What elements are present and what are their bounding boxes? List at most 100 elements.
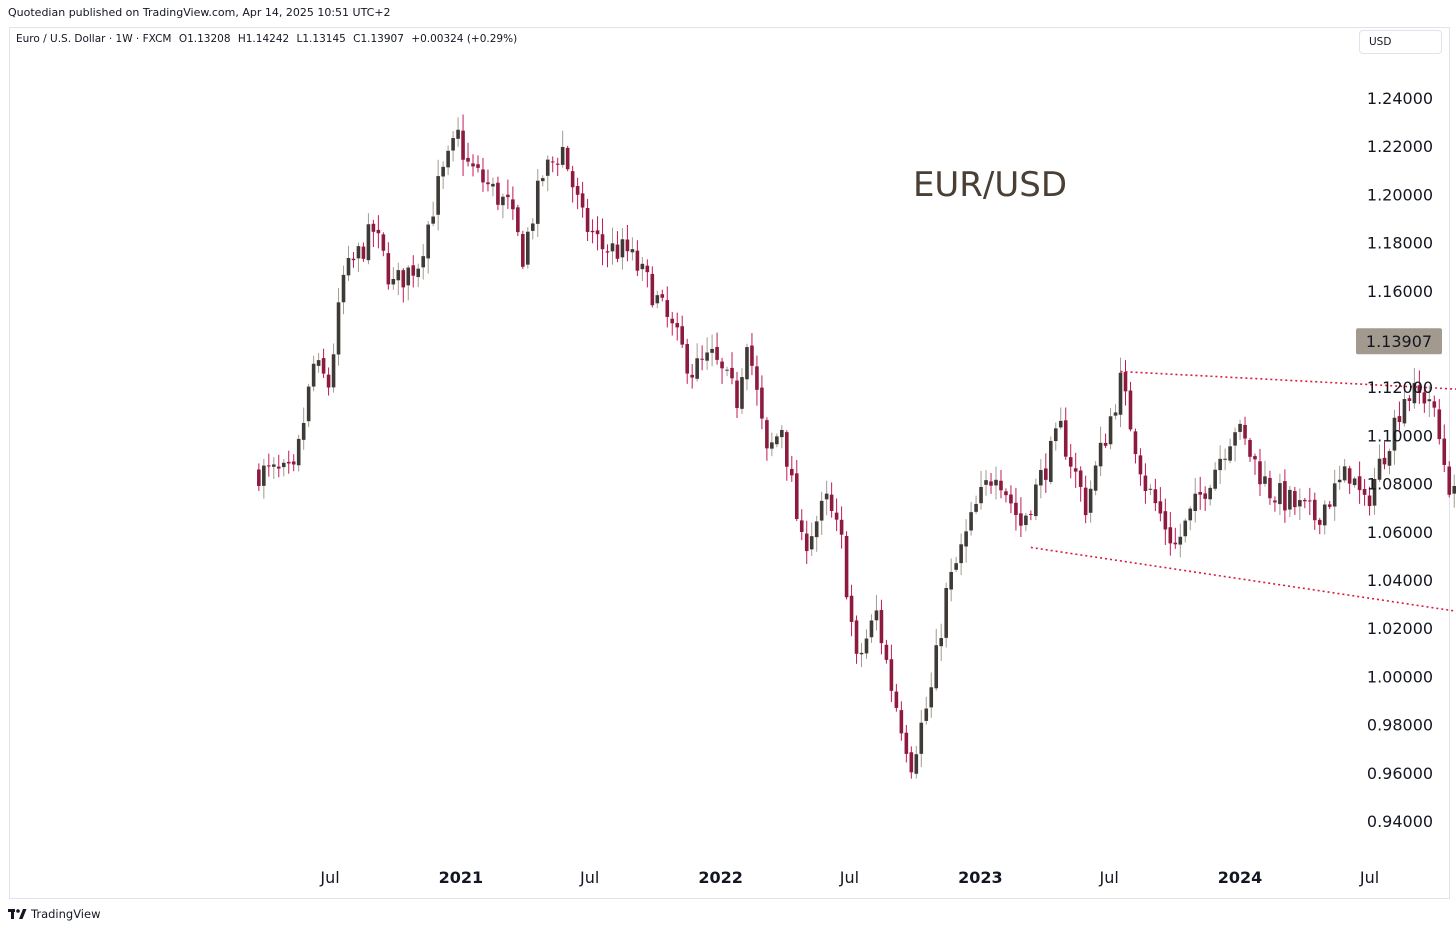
candle-body	[441, 166, 445, 177]
candle-body	[321, 358, 326, 374]
candle-body	[854, 620, 859, 654]
candle-body	[476, 164, 480, 168]
candle-body	[869, 620, 874, 638]
candle-body	[909, 752, 914, 773]
candle-body	[889, 659, 894, 691]
candle-body	[1307, 500, 1312, 502]
candle-body	[620, 239, 625, 258]
candle-body	[785, 432, 789, 467]
candle-body	[570, 171, 575, 188]
candle-body	[291, 461, 296, 465]
time-tick-label: 2022	[698, 868, 743, 887]
candle-body	[281, 462, 286, 468]
candle-body	[1397, 416, 1402, 422]
candle-body	[750, 345, 754, 366]
price-tick-label: 1.22000	[1367, 137, 1433, 156]
candle-body	[1263, 476, 1267, 484]
candle-body	[436, 176, 440, 215]
candle-body	[655, 295, 660, 304]
candle-body	[1387, 451, 1392, 466]
candle-body	[1317, 519, 1322, 525]
tradingview-logo[interactable]: TradingView	[8, 907, 100, 921]
candle-body	[1058, 420, 1063, 428]
candle-body	[461, 130, 465, 160]
candle-body	[974, 503, 978, 512]
price-tick-label: 1.10000	[1367, 426, 1433, 445]
candle-body	[1203, 493, 1207, 499]
candle-body	[446, 150, 450, 168]
candle-body	[1198, 491, 1203, 495]
candle-body	[1068, 457, 1073, 467]
candle-body	[879, 609, 884, 644]
price-axis: 1.240001.220001.200001.180001.160001.140…	[1367, 89, 1433, 831]
candle-body	[1258, 461, 1262, 485]
candle-body	[1009, 494, 1013, 504]
candle-body	[1362, 488, 1367, 495]
price-tick-label: 1.12000	[1367, 378, 1433, 397]
candle-body	[311, 363, 316, 387]
candle-body	[1083, 487, 1088, 516]
candle-body	[1158, 501, 1163, 514]
candle-body	[894, 691, 899, 708]
candle-body	[1053, 428, 1058, 442]
candle-body	[560, 146, 565, 165]
candle-body	[809, 536, 814, 550]
candle-body	[954, 563, 958, 570]
candle-body	[735, 380, 739, 408]
candle-body	[326, 374, 331, 388]
currency-selector[interactable]: USD	[1359, 30, 1442, 54]
close-value: C1.13907	[353, 33, 404, 45]
candle-body	[999, 480, 1003, 491]
low-value: L1.13145	[296, 33, 346, 45]
price-tick-label: 1.20000	[1367, 185, 1433, 204]
candle-body	[1103, 442, 1108, 446]
candle-body	[1367, 495, 1372, 507]
candle-body	[949, 572, 953, 590]
candle-body	[361, 246, 366, 259]
candle-body	[1248, 440, 1252, 457]
candle-body	[595, 230, 600, 235]
candle-body	[1138, 455, 1143, 475]
candle-body	[1034, 484, 1038, 517]
candle-body	[1218, 458, 1222, 471]
candle-body	[1437, 409, 1442, 440]
candle-body	[391, 279, 396, 285]
candle-body	[864, 638, 869, 654]
candle-body	[376, 229, 381, 234]
candle-body	[580, 193, 585, 208]
candle-body	[366, 224, 371, 261]
candles-layer	[257, 114, 1456, 779]
candle-body	[760, 387, 764, 419]
candle-body	[1078, 470, 1083, 487]
change-value: +0.00324 (+0.29%)	[411, 33, 518, 45]
candle-body	[770, 442, 774, 449]
time-tick-label: Jul	[319, 868, 339, 887]
candle-body	[530, 223, 535, 231]
candle-body	[1128, 390, 1133, 430]
tradingview-logo-icon	[8, 909, 27, 919]
candle-body	[839, 519, 844, 535]
time-axis: Jul2021Jul2022Jul2023Jul2024Jul2025	[319, 868, 1379, 887]
candle-body	[526, 231, 530, 265]
candle-body	[545, 159, 550, 176]
candle-body	[884, 644, 889, 660]
candle-body	[1357, 476, 1362, 491]
candle-body	[421, 256, 426, 268]
symbol-name[interactable]: Euro / U.S. Dollar	[16, 33, 106, 45]
open-value: O1.13208	[178, 33, 231, 45]
candle-body	[804, 533, 809, 552]
candle-body	[1238, 423, 1242, 432]
candle-body	[1402, 399, 1407, 424]
interval-label[interactable]: 1W	[115, 33, 133, 45]
candle-body	[984, 480, 988, 485]
candle-body	[899, 710, 904, 734]
candle-body	[491, 183, 495, 187]
candle-body	[1178, 536, 1183, 545]
upper-resistance-line	[1120, 370, 1456, 390]
candle-body	[540, 178, 545, 182]
candle-body	[829, 494, 834, 512]
candle-body	[1332, 483, 1337, 507]
candle-body	[1407, 398, 1412, 401]
candle-body	[1342, 466, 1347, 481]
